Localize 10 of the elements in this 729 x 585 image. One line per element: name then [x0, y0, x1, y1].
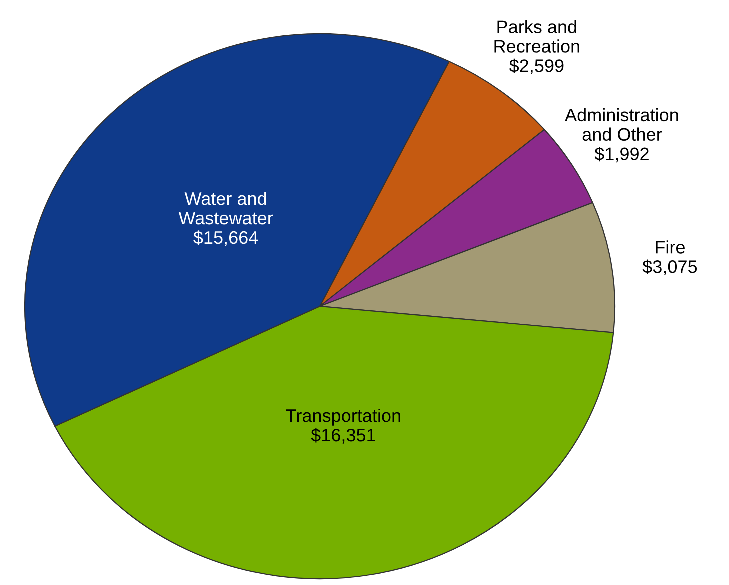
data-label: $1,992 [594, 146, 649, 163]
slice-label: Water and Wastewater [178, 192, 274, 225]
data-label: $2,599 [510, 58, 564, 75]
data-label: $15,664 [194, 230, 258, 246]
slice-label: Administration and Other [565, 108, 678, 142]
slice-label: Fire [656, 240, 685, 254]
slice-label: Parks and Recreation [494, 20, 580, 53]
data-label: $16,351 [311, 428, 376, 444]
slice-label: Transportation [286, 409, 400, 426]
data-label: $3,075 [642, 260, 698, 276]
